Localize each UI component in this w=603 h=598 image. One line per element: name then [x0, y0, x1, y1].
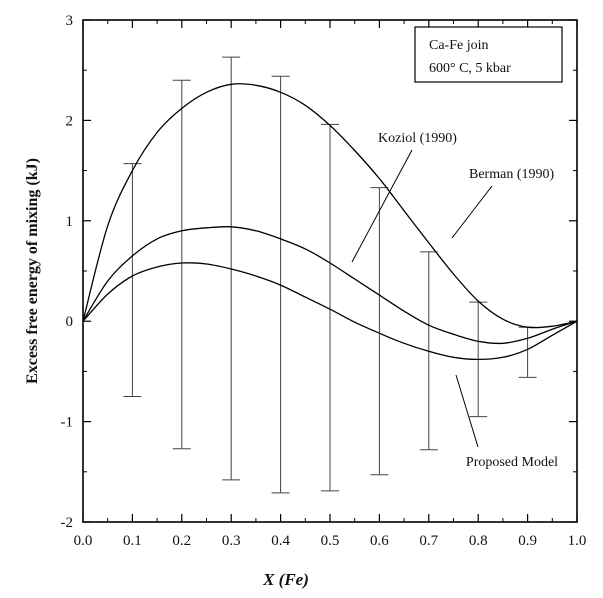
annotation-proposed: Proposed Model [455, 374, 558, 470]
leader-proposed [455, 374, 479, 448]
error-bar [321, 123, 339, 492]
axis-ticks: 0.0 0.1 0.2 0.3 0.4 0.5 0.6 0.7 0.8 0.9 1.0 -2 -1 0 1 2… [61, 13, 587, 549]
legend-box-frame [414, 26, 563, 83]
x-tick-label: 0.6 [370, 533, 389, 549]
legend-box: Ca-Fe join 600° C, 5 kbar [414, 26, 563, 83]
x-tick-label: 0.2 [172, 533, 191, 549]
y-tick-label: 2 [66, 113, 74, 129]
x-tick-label: 0.0 [74, 533, 93, 549]
y-tick-label: 0 [66, 314, 74, 330]
series-line-2 [82, 262, 578, 361]
x-tick-label: 0.4 [271, 533, 290, 549]
y-axis-title: Excess free energy of mixing (kJ) [24, 158, 41, 384]
x-tick-label: 0.8 [469, 533, 488, 549]
legend-line-1: Ca-Fe join [429, 38, 489, 53]
annotation-berman: Berman (1990) [451, 167, 554, 239]
x-tick-label: 0.9 [518, 533, 537, 549]
label-berman: Berman (1990) [469, 167, 554, 182]
label-koziol: Koziol (1990) [378, 131, 457, 146]
annotation-koziol: Koziol (1990) [351, 131, 457, 263]
x-tick-label: 0.1 [123, 533, 142, 549]
label-proposed-line1: Proposed Model [466, 455, 558, 470]
series-line-1 [82, 226, 578, 345]
x-tick-label: 0.5 [321, 533, 340, 549]
x-axis-title: X (Fe) [262, 570, 309, 589]
series-line-0 [82, 83, 578, 329]
error-bar [172, 79, 191, 450]
error-bar [123, 163, 142, 397]
error-bars [123, 56, 537, 494]
x-tick-label: 0.3 [222, 533, 241, 549]
curves [82, 83, 578, 361]
y-tick-label: -2 [61, 515, 74, 531]
leader-koziol [351, 149, 413, 263]
x-tick-label: 1.0 [568, 533, 587, 549]
x-tick-label: 0.7 [419, 533, 438, 549]
legend-line-2: 600° C, 5 kbar [429, 61, 511, 76]
y-tick-label: -1 [61, 415, 74, 431]
error-bar [370, 187, 389, 476]
y-tick-label: 3 [66, 13, 74, 29]
leader-berman [451, 185, 493, 239]
y-tick-label: 1 [66, 214, 74, 230]
